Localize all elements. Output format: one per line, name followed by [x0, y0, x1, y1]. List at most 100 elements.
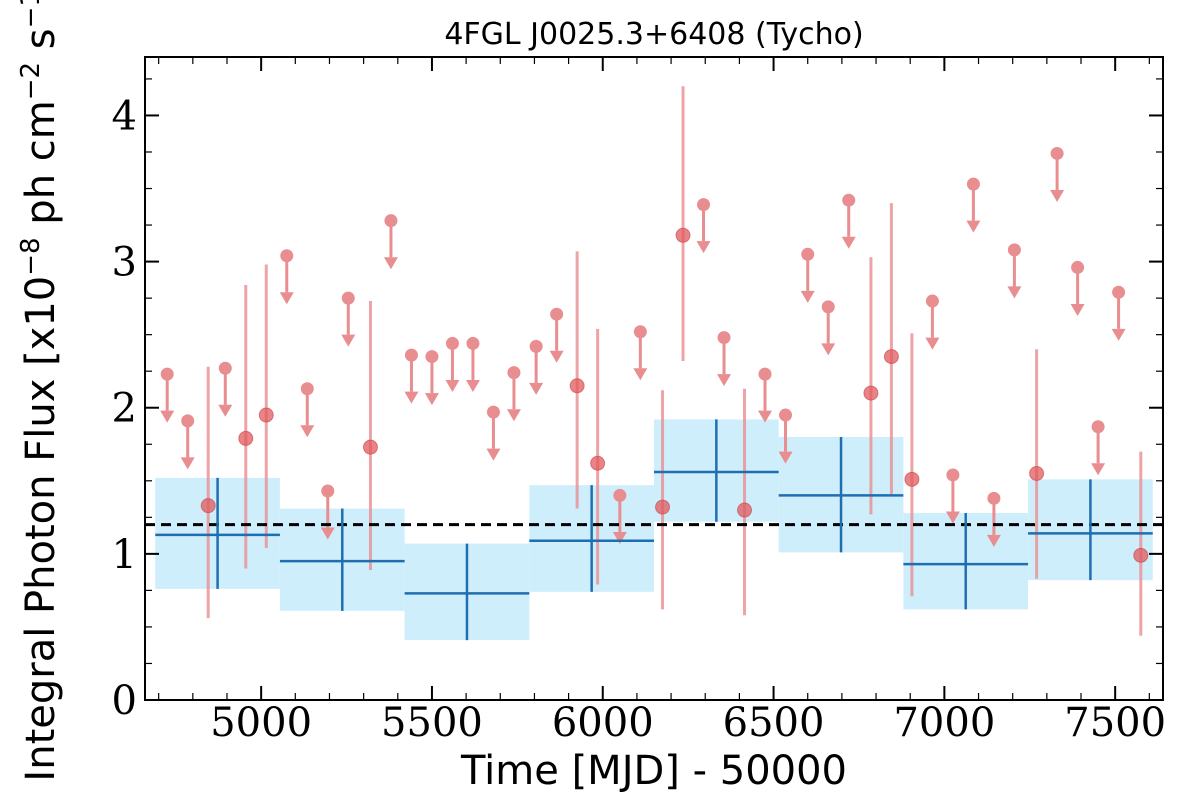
upper-limit-point — [341, 291, 355, 305]
upper-limit-arrow — [986, 534, 1001, 547]
detection-point — [258, 407, 274, 423]
upper-limit-arrow — [612, 531, 627, 544]
upper-limit-arrow — [445, 379, 460, 392]
upper-limit-arrow — [1111, 328, 1126, 341]
upper-limit-arrow — [758, 410, 773, 423]
upper-limit-arrow — [529, 382, 544, 395]
detection-point — [590, 455, 606, 471]
upper-limit-point — [779, 408, 793, 422]
upper-limit-point — [613, 488, 627, 502]
upper-limit-point — [384, 214, 398, 228]
upper-limit-point — [758, 367, 772, 381]
y-axis-label-gap: s — [18, 28, 64, 62]
upper-limit-arrow — [341, 334, 356, 347]
upper-limit-arrow — [383, 257, 398, 270]
y-axis-label: Integral Photon Flux [x10−8 ph cm−2 s−1] — [16, 0, 64, 782]
upper-limit-point — [507, 366, 521, 380]
y-axis-label-exponent-1: −8 — [16, 237, 46, 275]
upper-limit-point — [946, 468, 960, 482]
upper-limit-point — [801, 247, 815, 261]
upper-limit-point — [181, 414, 195, 428]
detection-point — [1029, 465, 1045, 481]
upper-limit-point — [1071, 260, 1085, 274]
upper-limit-point — [300, 382, 314, 396]
detection-point — [675, 227, 691, 243]
upper-limit-point — [1007, 243, 1021, 257]
upper-limit-point — [987, 491, 1001, 505]
y-tick-label: 1 — [112, 532, 137, 578]
upper-limit-arrow — [424, 393, 439, 406]
upper-limit-point — [842, 193, 856, 207]
upper-limit-arrow — [320, 527, 335, 540]
upper-limit-arrow — [1007, 286, 1022, 299]
upper-limit-arrow — [465, 379, 480, 392]
detection-point — [1133, 547, 1149, 563]
upper-limit-arrow — [945, 511, 960, 524]
upper-limit-point — [529, 339, 543, 353]
axis-ticks: 5000 5500 6000 6500 7000 7500 0 1 2 3 4 — [112, 57, 1166, 746]
detection-point — [904, 471, 920, 487]
upper-limit-arrow — [1050, 189, 1065, 202]
x-tick-label: 6000 — [552, 700, 654, 746]
upper-limit-point — [466, 336, 480, 350]
upper-limit-point — [280, 249, 294, 263]
upper-limit-arrow — [633, 368, 648, 381]
x-tick-label: 6500 — [723, 700, 825, 746]
upper-limit-arrow — [925, 337, 940, 350]
upper-limit-point — [550, 307, 564, 321]
upper-limit-arrow — [778, 451, 793, 464]
upper-limit-arrow — [180, 457, 195, 470]
upper-limit-arrow — [800, 290, 815, 303]
upper-limit-arrow — [1070, 303, 1085, 316]
upper-limit-point — [404, 348, 418, 362]
x-tick-label: 5500 — [381, 700, 483, 746]
upper-limit-arrow — [841, 236, 856, 249]
detection-point — [362, 439, 378, 455]
detection-point — [569, 378, 585, 394]
upper-limit-point — [1112, 285, 1126, 299]
y-tick-label: 2 — [112, 386, 137, 432]
upper-limit-point — [321, 484, 335, 498]
x-tick-label: 7000 — [893, 700, 995, 746]
upper-limit-arrow — [160, 410, 175, 423]
upper-limit-arrow — [966, 220, 981, 233]
upper-limit-point — [925, 294, 939, 308]
upper-limit-arrow — [279, 292, 294, 305]
plot-area — [145, 86, 1163, 641]
upper-limit-arrow — [404, 391, 419, 404]
upper-limit-point — [445, 336, 459, 350]
upper-limit-arrow — [717, 374, 732, 387]
detection-point — [655, 499, 671, 515]
upper-limit-point — [160, 367, 174, 381]
detection-point — [238, 430, 254, 446]
upper-limit-arrow — [300, 425, 315, 438]
upper-limit-point — [633, 325, 647, 339]
y-axis-label-exponent-2: −2 — [16, 62, 46, 100]
detection-point — [737, 502, 753, 518]
upper-limit-point — [821, 300, 835, 314]
detection-point — [883, 349, 899, 365]
x-tick-label: 5000 — [210, 700, 312, 746]
upper-limit-point — [218, 361, 232, 375]
detection-point — [200, 498, 216, 514]
upper-limit-arrow — [696, 241, 711, 254]
upper-limit-arrow — [218, 404, 233, 417]
upper-limit-point — [697, 198, 711, 212]
y-tick-label: 3 — [112, 240, 137, 286]
y-axis-label-mid: ph cm — [18, 100, 64, 237]
y-tick-label: 0 — [112, 678, 137, 724]
upper-limit-point — [486, 405, 500, 419]
upper-limit-arrow — [1091, 463, 1106, 476]
upper-limit-point — [1091, 420, 1105, 434]
upper-limit-arrow — [549, 350, 564, 363]
upper-limit-arrow — [486, 448, 501, 461]
x-tick-label: 7500 — [1064, 700, 1166, 746]
y-axis-label-exponent-3: −1 — [16, 0, 46, 28]
upper-limit-arrow — [821, 343, 836, 356]
detection-point — [863, 385, 879, 401]
x-axis-label: Time [MJD] - 50000 — [460, 748, 847, 794]
y-tick-label: 4 — [112, 93, 137, 139]
upper-limit-point — [717, 331, 731, 345]
y-axis-label-main: Integral Photon Flux [x10 — [18, 276, 64, 782]
